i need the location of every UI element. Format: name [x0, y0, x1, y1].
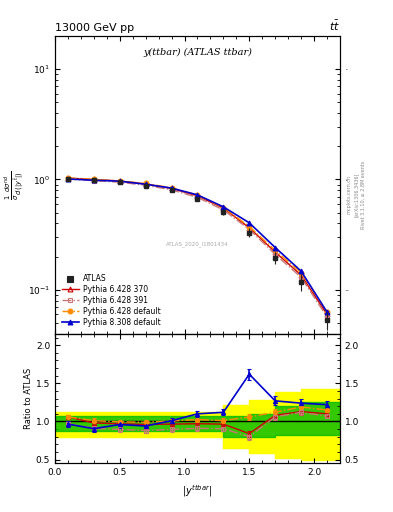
Y-axis label: $\frac{1}{\sigma}\frac{d\sigma^{nd}}{d\,(|y^{\bar{t}}|)}$: $\frac{1}{\sigma}\frac{d\sigma^{nd}}{d\,… [3, 170, 26, 200]
Text: Rivet 3.1.10, ≥ 2.8M events: Rivet 3.1.10, ≥ 2.8M events [361, 160, 366, 229]
Text: ATLAS_2020_I1801434: ATLAS_2020_I1801434 [166, 242, 229, 247]
Legend: ATLAS, Pythia 6.428 370, Pythia 6.428 391, Pythia 6.428 default, Pythia 8.308 de: ATLAS, Pythia 6.428 370, Pythia 6.428 39… [59, 271, 163, 330]
Text: [arXiv:1306.3436]: [arXiv:1306.3436] [354, 173, 359, 217]
X-axis label: $|y^{\mathit{ttbar}}|$: $|y^{\mathit{ttbar}}|$ [182, 483, 213, 499]
Text: $t\bar{t}$: $t\bar{t}$ [329, 18, 340, 33]
Text: y(ttbar) (ATLAS ttbar): y(ttbar) (ATLAS ttbar) [143, 48, 252, 57]
Y-axis label: Ratio to ATLAS: Ratio to ATLAS [24, 368, 33, 429]
Text: 13000 GeV pp: 13000 GeV pp [55, 23, 134, 33]
Text: mcplots.cern.ch: mcplots.cern.ch [347, 175, 352, 214]
